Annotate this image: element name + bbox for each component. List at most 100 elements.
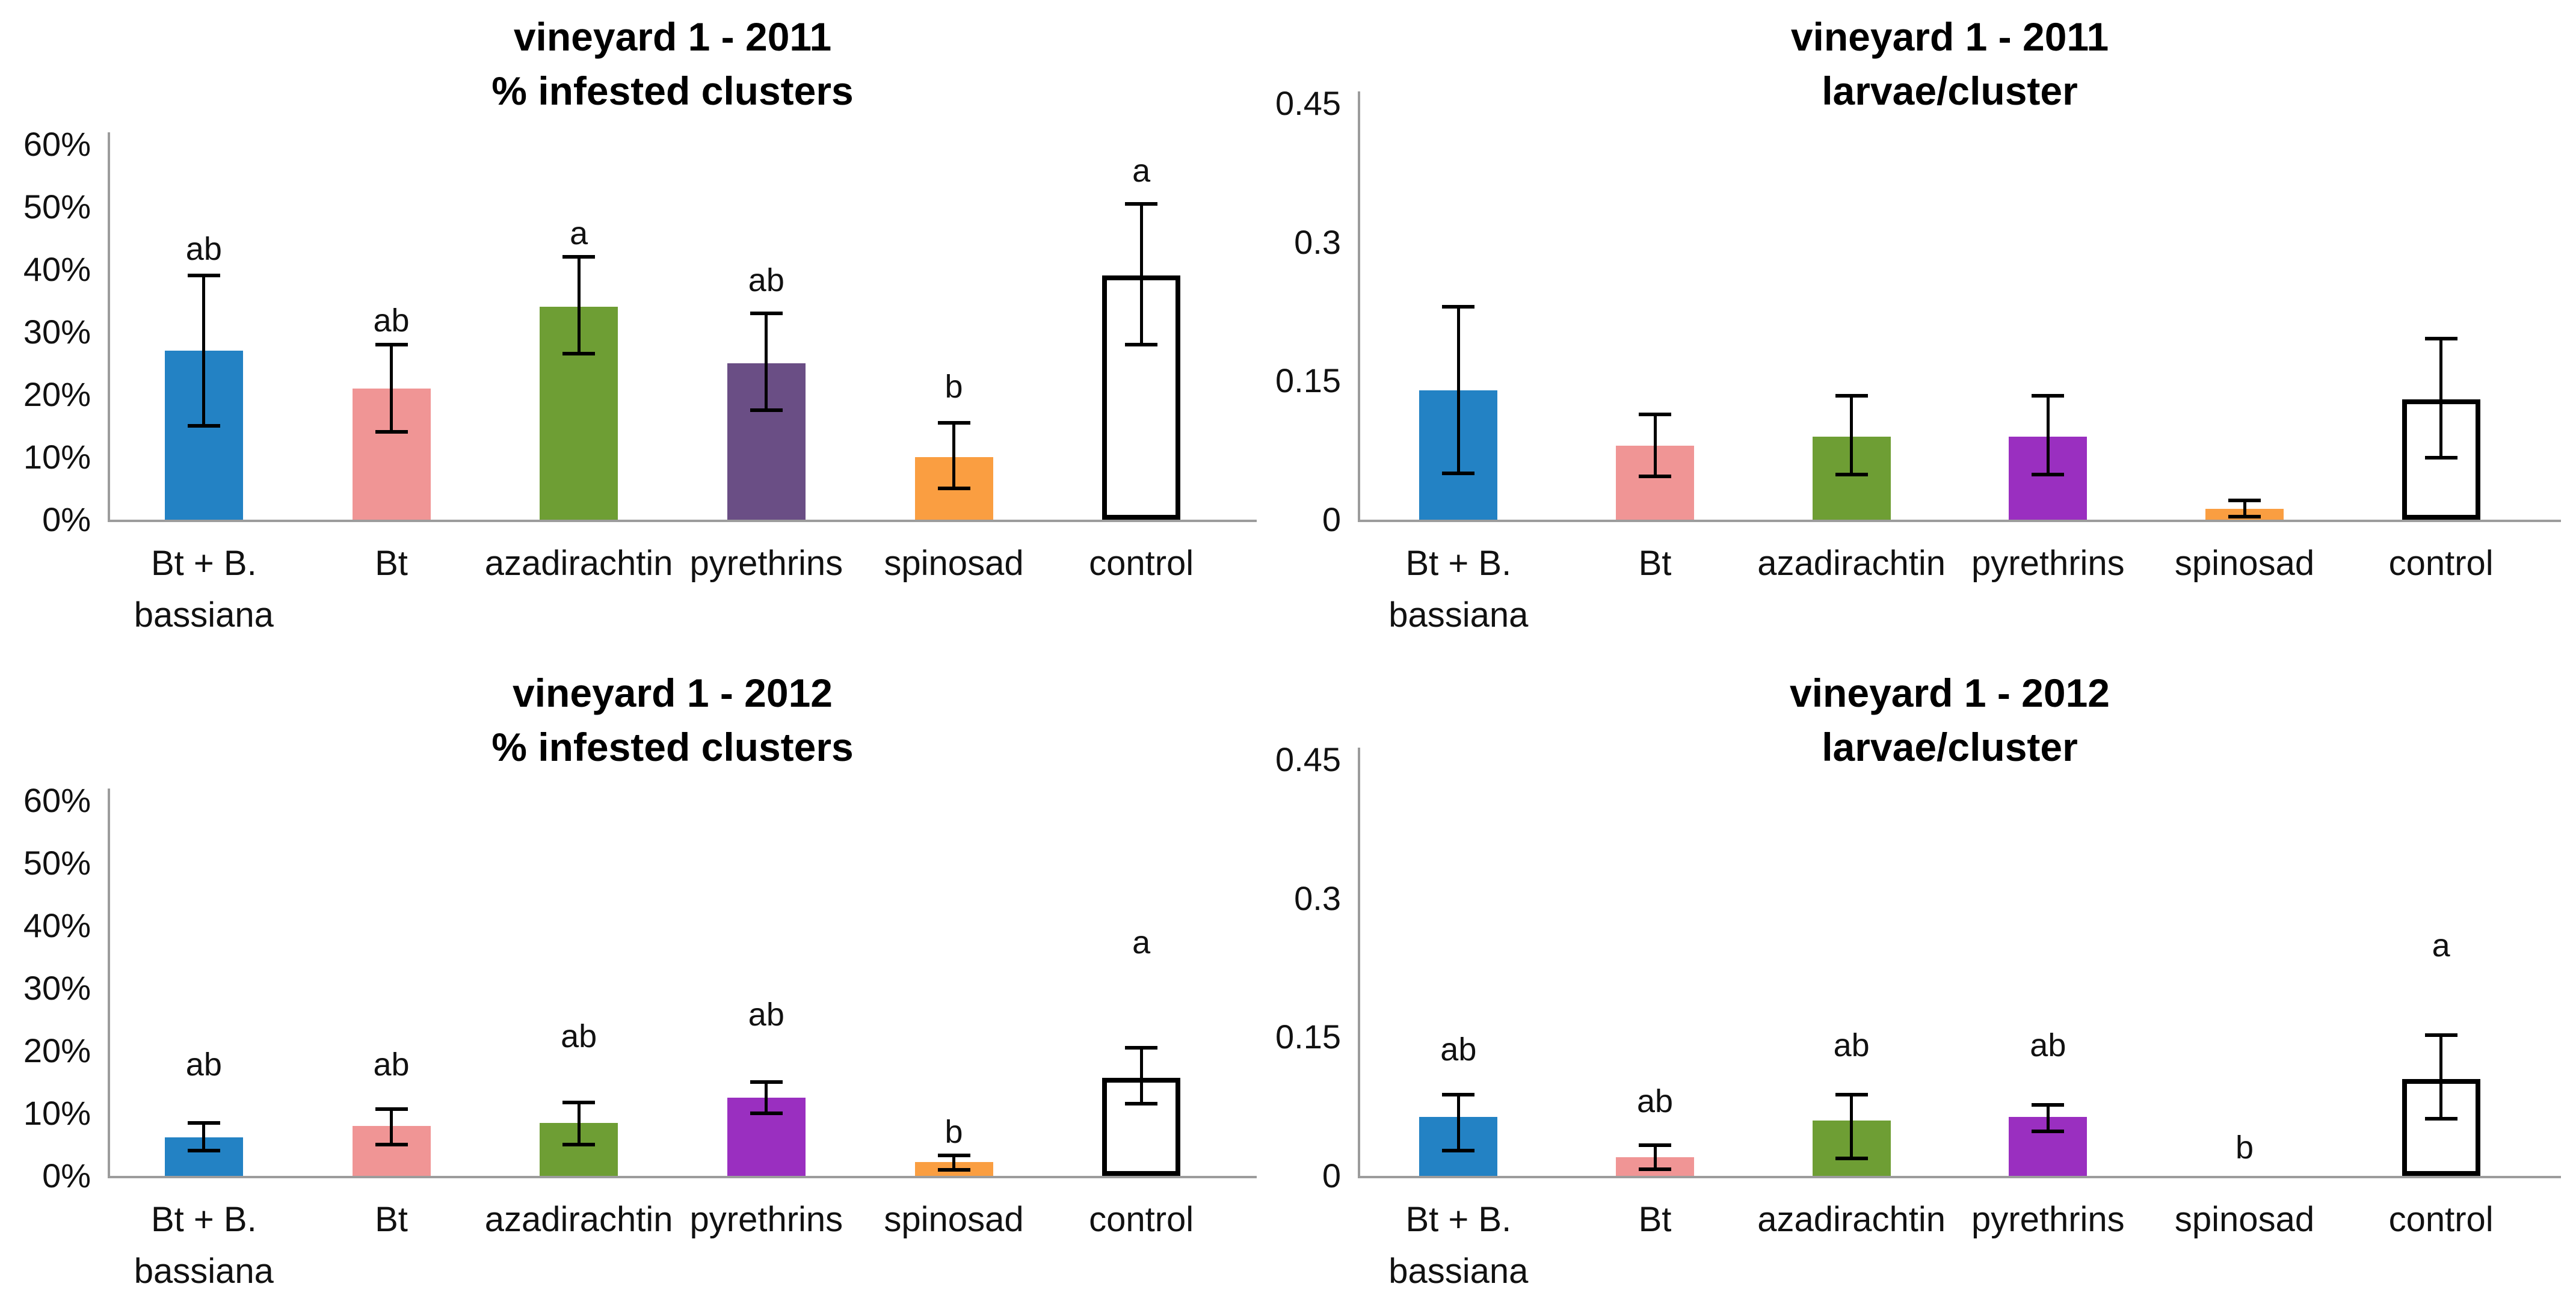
error-cap-top: [2424, 336, 2457, 340]
y-axis: [108, 789, 110, 1177]
plot-area: 0% 10% 20% 30% 40% 50% 60% ab Bt + B. bassiana ab B…: [23, 125, 1257, 635]
y-tick-label: 0%: [42, 500, 91, 538]
error-cap-bottom: [187, 1149, 220, 1153]
sig-letter: b: [944, 368, 963, 405]
y-tick-label: 10%: [23, 1094, 91, 1132]
error-cap-bottom: [2032, 1130, 2065, 1134]
x-category-label: azadirachtin: [484, 544, 673, 583]
y-tick-label: 0.15: [1275, 361, 1341, 400]
x-category-label: control: [1089, 1200, 1194, 1239]
error-bar: [2439, 338, 2443, 458]
error-cap-top: [2032, 1102, 2065, 1107]
y-tick-label: 0: [1322, 1157, 1341, 1195]
error-cap-bottom: [1442, 472, 1475, 476]
error-cap-top: [375, 1107, 408, 1111]
error-cap-bottom: [1125, 342, 1158, 346]
error-bar: [952, 1155, 955, 1170]
error-cap-top: [2228, 498, 2261, 502]
chart-vineyard1-2011-pct-infested: vineyard 1 - 2011 % infested clusters 0%…: [0, 0, 1288, 656]
error-bar: [1456, 307, 1460, 474]
error-bar: [2046, 1104, 2050, 1132]
chart-subtitle: % infested clusters: [491, 69, 854, 113]
error-bar: [202, 1122, 206, 1151]
error-bar: [2243, 500, 2246, 517]
x-axis: [1358, 520, 2561, 522]
chart-title: vineyard 1 - 2011: [1790, 14, 2109, 59]
chart-vineyard1-2012-larvae: vineyard 1 - 2012 larvae/cluster 0 0.15 0.…: [1275, 656, 2576, 1313]
y-tick-label: 0.15: [1275, 1018, 1341, 1056]
x-category-label: Bt: [1638, 1200, 1672, 1239]
error-cap-bottom: [2424, 1116, 2457, 1121]
sig-letter: ab: [561, 1018, 597, 1055]
y-tick-label: 30%: [23, 969, 91, 1007]
error-cap-top: [2032, 393, 2065, 398]
chart-subtitle: larvae/cluster: [1822, 725, 2078, 769]
error-bar: [1653, 414, 1657, 476]
error-bar: [1850, 1094, 1853, 1158]
error-cap-top: [562, 255, 596, 259]
error-bar: [1850, 395, 1853, 475]
error-cap-bottom: [562, 1143, 596, 1146]
chart-title-block: vineyard 1 - 2012 larvae/cluster: [1360, 666, 2539, 774]
y-axis: [1358, 748, 1360, 1177]
sig-letter: ab: [2030, 1027, 2066, 1064]
error-cap-bottom: [375, 430, 408, 434]
error-cap-bottom: [750, 1112, 783, 1115]
sig-letter: a: [2432, 927, 2450, 964]
x-category-label: Bt: [375, 544, 408, 583]
sig-letter: ab: [373, 303, 410, 339]
chart-vineyard1-2011-larvae: vineyard 1 - 2011 larvae/cluster 0 0.15 0.…: [1275, 0, 2576, 656]
error-bar: [1139, 203, 1143, 345]
chart-title: vineyard 1 - 2012: [1790, 671, 2110, 715]
x-category-label: Bt + B. bassiana: [1388, 544, 1529, 635]
error-cap-top: [1639, 412, 1671, 416]
x-category-label: control: [2388, 544, 2494, 583]
x-category-label: Bt: [1638, 544, 1672, 583]
error-bar: [390, 1109, 393, 1145]
x-category-label: pyrethrins: [689, 1200, 843, 1239]
y-tick-label: 60%: [23, 125, 91, 163]
error-cap-bottom: [2032, 472, 2065, 476]
sig-letter: ab: [1833, 1027, 1870, 1064]
error-cap-top: [187, 1121, 220, 1125]
error-bar: [577, 1102, 581, 1145]
error-cap-top: [187, 274, 220, 278]
plot-area: 0 0.15 0.3 0.45 ab Bt + B. bassiana ab Bt ab azadi…: [1275, 740, 2561, 1291]
x-category-label: control: [2388, 1200, 2494, 1239]
sig-letter: a: [1132, 924, 1151, 961]
sig-letter: ab: [373, 1047, 410, 1083]
error-bar: [765, 1082, 768, 1113]
error-cap-top: [2424, 1033, 2457, 1038]
error-bar: [2439, 1035, 2443, 1119]
error-cap-bottom: [937, 1167, 970, 1172]
sig-letter: a: [1132, 152, 1151, 189]
error-bar: [952, 422, 955, 488]
error-bar: [1456, 1094, 1460, 1151]
y-tick-label: 0%: [42, 1157, 91, 1195]
chart-subtitle: larvae/cluster: [1822, 69, 2078, 113]
x-axis: [108, 1176, 1257, 1178]
error-cap-top: [1442, 305, 1475, 309]
error-cap-bottom: [1125, 1102, 1158, 1106]
error-cap-top: [1442, 1092, 1475, 1096]
x-category-label: Bt: [375, 1200, 408, 1239]
y-tick-label: 10%: [23, 438, 91, 476]
y-tick-label: 40%: [23, 250, 91, 288]
y-axis: [1358, 91, 1360, 521]
error-cap-top: [562, 1101, 596, 1105]
error-cap-top: [1125, 1045, 1158, 1050]
error-cap-top: [937, 1153, 970, 1157]
error-cap-bottom: [1835, 472, 1868, 476]
sig-letter: b: [2235, 1129, 2254, 1166]
error-cap-top: [1835, 1092, 1868, 1096]
y-tick-label: 20%: [23, 1032, 91, 1069]
error-cap-bottom: [750, 408, 783, 412]
chart-title-block: vineyard 1 - 2011 larvae/cluster: [1360, 10, 2539, 118]
x-category-label: spinosad: [884, 1200, 1024, 1239]
bar-control: [1102, 275, 1181, 520]
error-bar: [202, 275, 206, 426]
chart-title-block: vineyard 1 - 2012 % infested clusters: [110, 666, 1235, 774]
sig-letter: ab: [185, 1047, 222, 1083]
x-category-label: azadirachtin: [484, 1200, 673, 1239]
